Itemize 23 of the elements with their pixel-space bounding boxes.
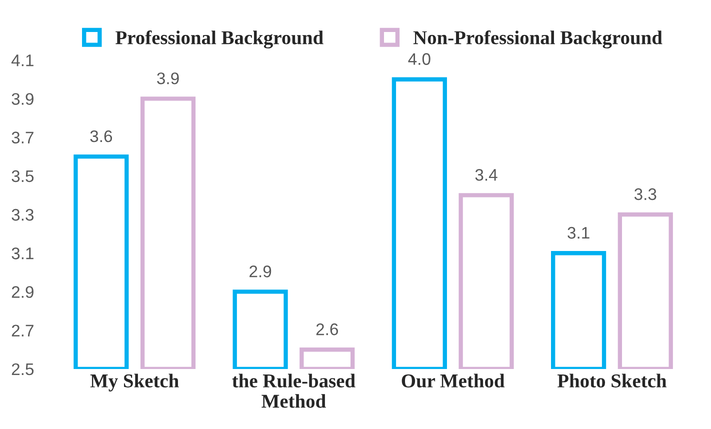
data-label: 4.0: [408, 53, 430, 65]
data-label: 3.9: [157, 72, 179, 84]
y-tick-label: 3.1: [12, 248, 34, 260]
x-tick-label: the Rule-based Method: [232, 374, 356, 408]
data-label: 3.4: [475, 168, 498, 181]
y-tick-label: 3.9: [12, 93, 34, 105]
data-label: 3.6: [90, 130, 112, 142]
y-tick-label: 4.1: [11, 54, 34, 66]
x-tick-label: Our Method: [402, 374, 505, 388]
y-tick-label: 3.3: [12, 208, 34, 221]
y-tick-label: 2.5: [12, 363, 34, 376]
y-tick-label: 3.7: [12, 132, 34, 144]
data-label: 2.9: [250, 266, 272, 278]
y-tick-label: 2.7: [12, 324, 34, 336]
data-label: 2.6: [316, 323, 338, 336]
legend-label: Non-Professional Background: [413, 30, 662, 48]
y-tick-label: 3.5: [12, 170, 34, 182]
x-tick-label: My Sketch: [90, 374, 179, 392]
x-tick-label: Photo Sketch: [557, 374, 667, 388]
data-label: 3.1: [568, 226, 590, 239]
data-label: 3.3: [634, 188, 656, 200]
y-tick-label: 2.9: [12, 286, 34, 298]
legend-label: Professional Background: [116, 30, 324, 48]
